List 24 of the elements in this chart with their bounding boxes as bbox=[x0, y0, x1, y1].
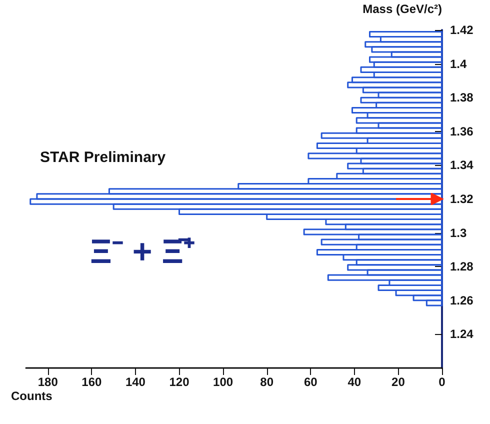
y-tick-label: 1.4 bbox=[450, 56, 468, 71]
y-tick-label: 1.36 bbox=[450, 124, 474, 138]
x-tick-label: 120 bbox=[169, 375, 190, 389]
y-tick-label: 1.32 bbox=[450, 192, 474, 206]
y-tick-label: 1.24 bbox=[450, 327, 474, 342]
annotation: STAR Preliminary bbox=[40, 149, 166, 166]
x-tick-label: 160 bbox=[82, 375, 102, 389]
y-tick-label: 1.42 bbox=[450, 23, 474, 37]
annotation: Ξ⁻ + Ξ̄⁺ bbox=[90, 233, 195, 271]
x-tick-label: 40 bbox=[348, 375, 362, 389]
y-tick-label: 1.34 bbox=[450, 158, 474, 172]
x-tick-label: 60 bbox=[304, 375, 318, 389]
y-tick-label: 1.3 bbox=[450, 226, 468, 240]
y-tick-label: 1.38 bbox=[450, 90, 474, 105]
y-axis-title: Mass (GeV/c²) bbox=[362, 2, 442, 16]
y-tick-label: 1.28 bbox=[450, 260, 474, 274]
x-tick-label: 100 bbox=[213, 375, 234, 389]
x-tick-label: 0 bbox=[438, 375, 446, 389]
x-tick-label: 180 bbox=[38, 375, 58, 389]
x-tick-label: 80 bbox=[260, 375, 274, 389]
x-tick-label: 140 bbox=[125, 375, 146, 389]
x-tick-label: 20 bbox=[392, 375, 406, 389]
x-axis-title: Counts bbox=[11, 389, 53, 403]
y-tick-label: 1.26 bbox=[450, 293, 474, 308]
